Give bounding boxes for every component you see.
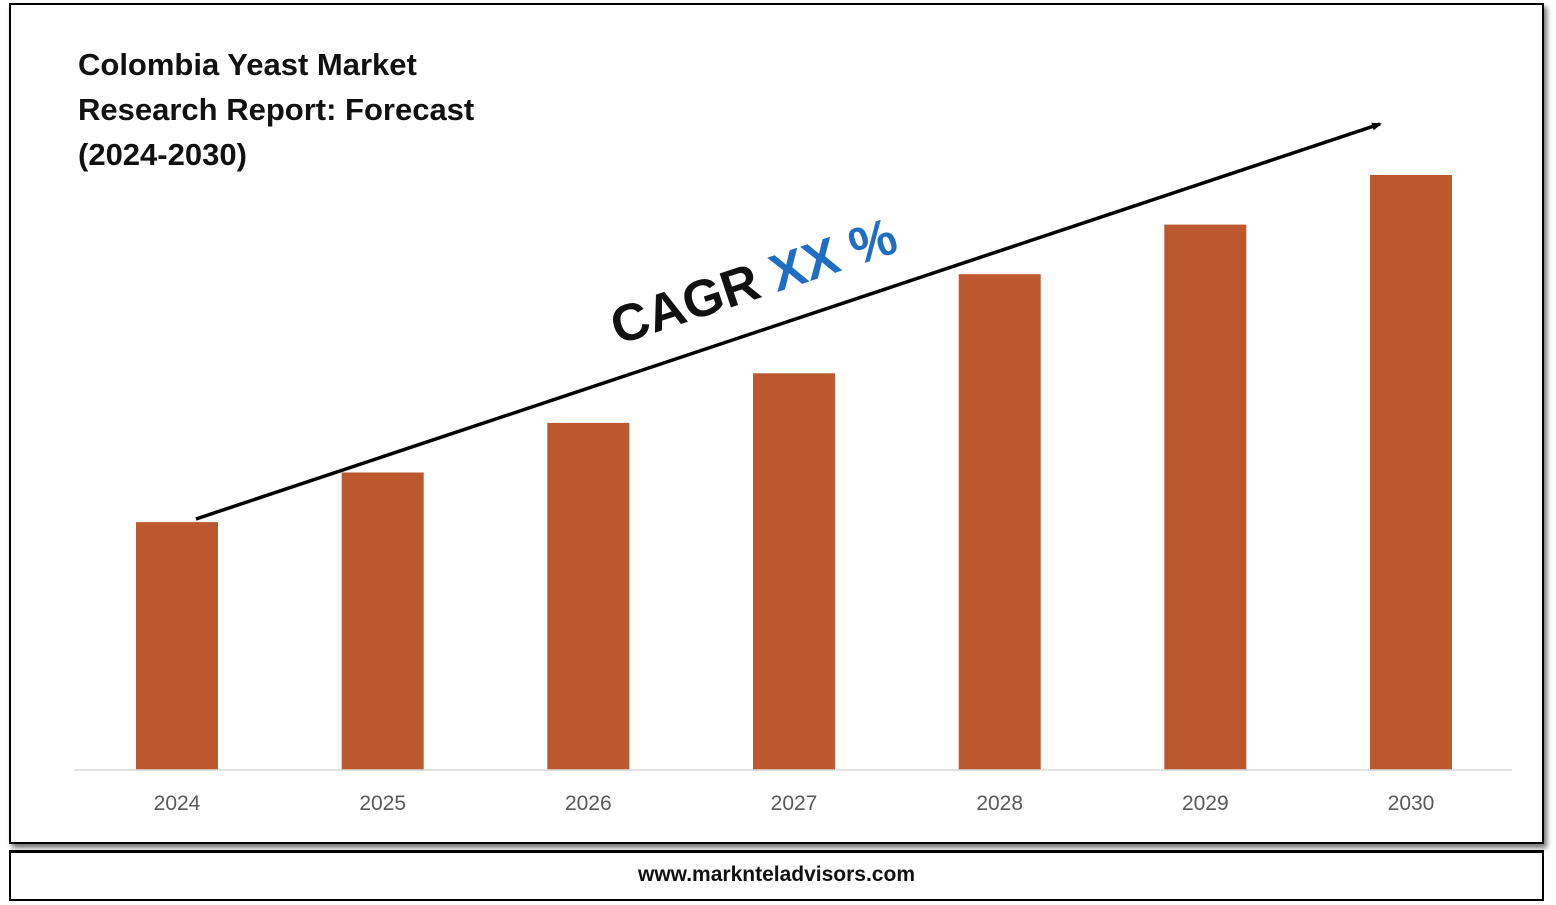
bar-2025 bbox=[341, 472, 424, 770]
x-tick-label-2028: 2028 bbox=[976, 792, 1023, 815]
chart-title: Colombia Yeast Market Research Report: F… bbox=[78, 47, 475, 172]
footer-bar: www.marknteladvisors.com bbox=[9, 850, 1544, 901]
x-tick-label-2030: 2030 bbox=[1388, 792, 1435, 815]
trend-arrow bbox=[195, 122, 1382, 521]
bar-2029 bbox=[1164, 224, 1247, 771]
bar-2027 bbox=[753, 373, 835, 770]
x-tick-label-2026: 2026 bbox=[565, 792, 612, 815]
x-tick-label-2029: 2029 bbox=[1182, 792, 1229, 815]
x-tick-label-2027: 2027 bbox=[771, 792, 818, 815]
bar-2028 bbox=[958, 274, 1041, 770]
bar-2026 bbox=[547, 422, 630, 770]
x-tick-label-2025: 2025 bbox=[359, 792, 406, 815]
cagr-label: CAGR bbox=[603, 253, 767, 356]
bars-group bbox=[136, 175, 1452, 771]
bar-2030 bbox=[1370, 175, 1452, 770]
footer-url[interactable]: www.marknteladvisors.com bbox=[638, 863, 915, 886]
bar-2024 bbox=[136, 522, 218, 770]
x-tick-label-2024: 2024 bbox=[154, 792, 201, 815]
x-tick-labels: 2024 2025 2026 2027 2028 2029 2030 bbox=[154, 792, 1435, 815]
